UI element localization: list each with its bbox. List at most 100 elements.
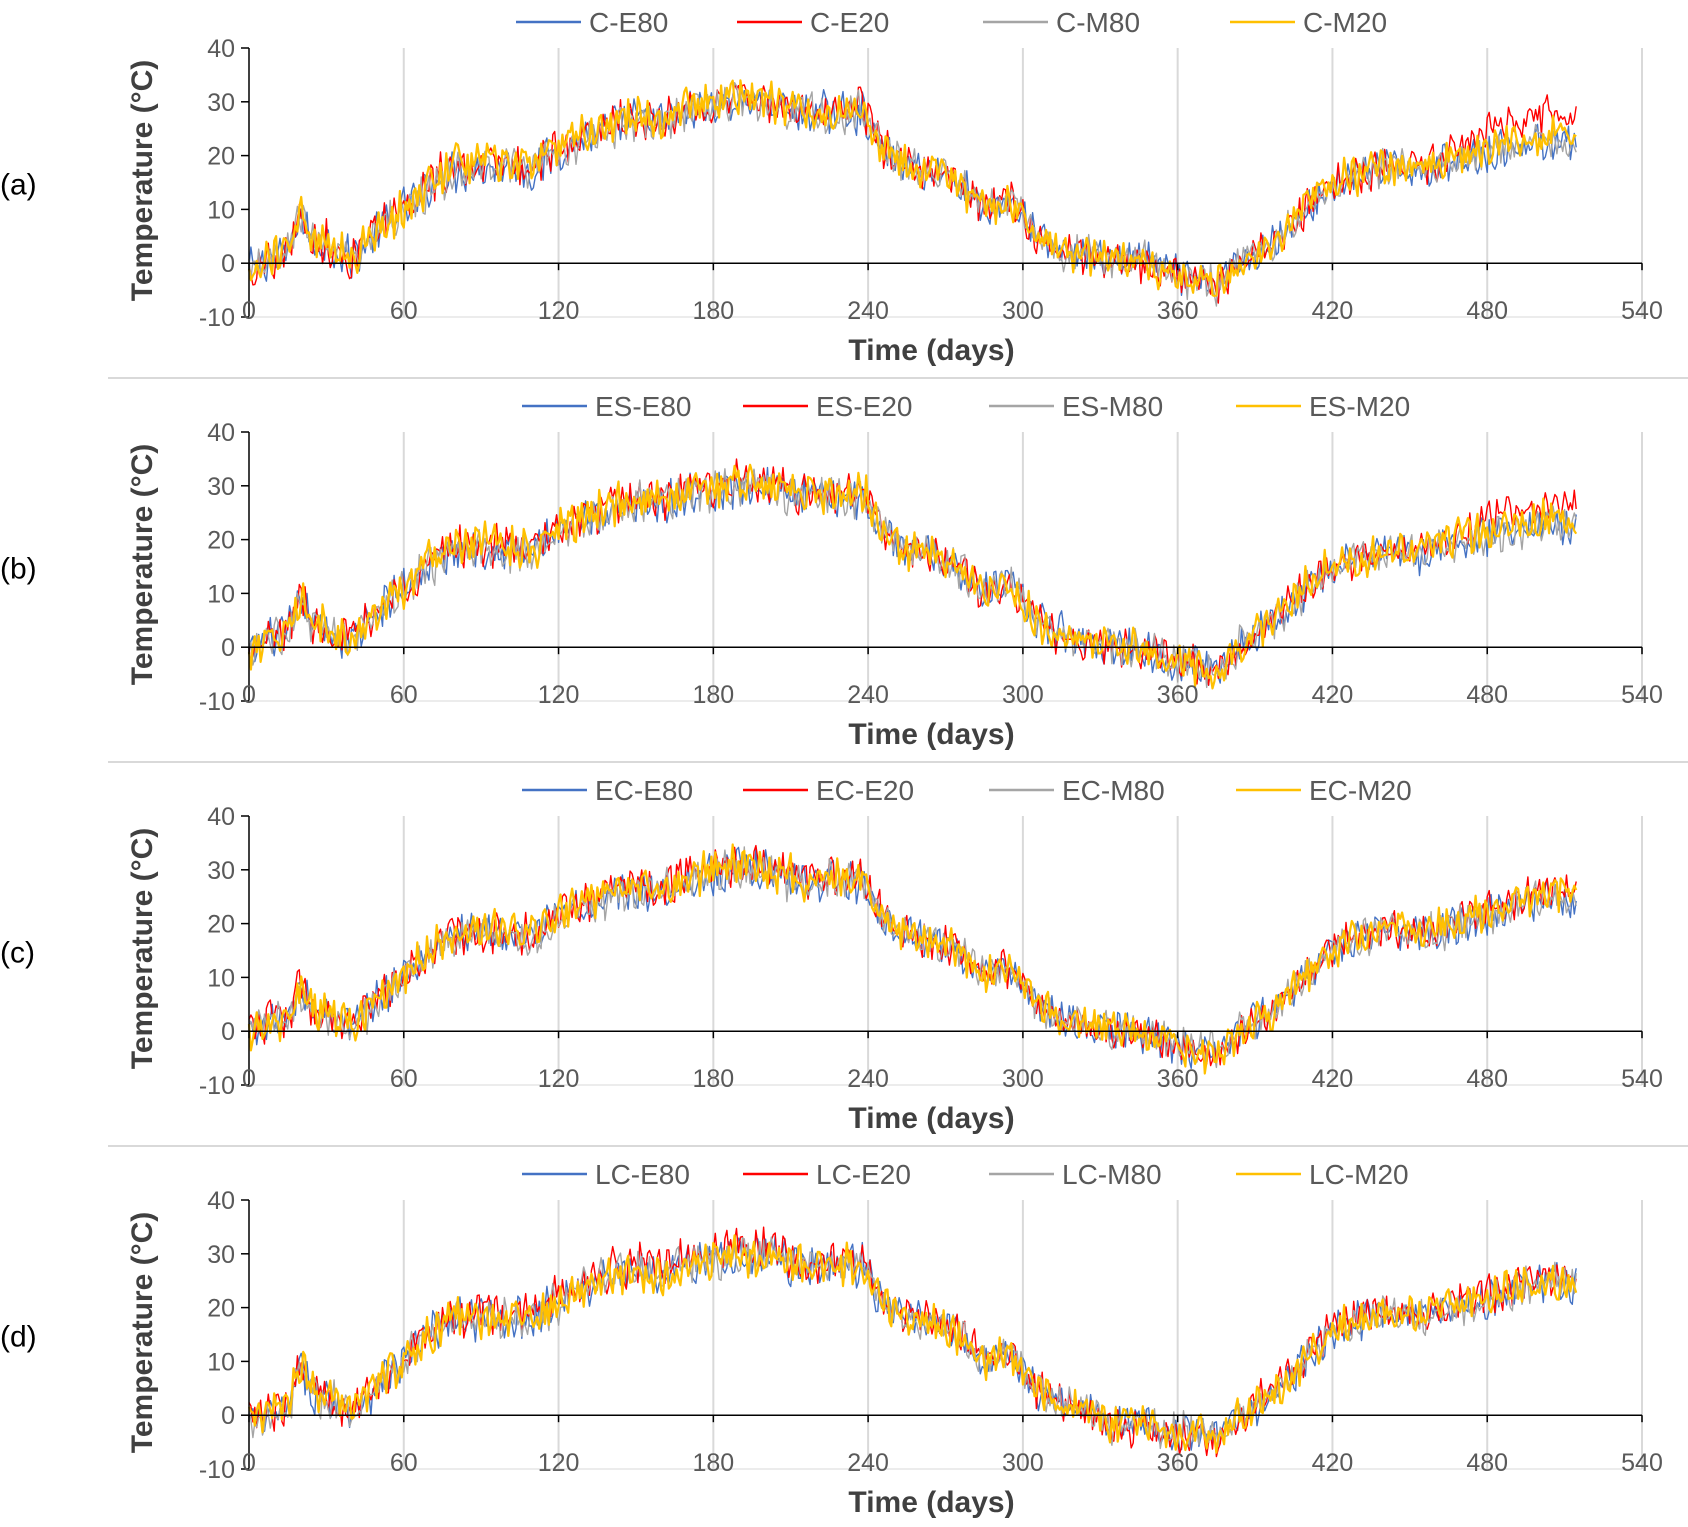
legend-entry: EC-E80 (595, 775, 693, 806)
y-tick-label: 40 (207, 1187, 235, 1215)
series-line-lc-m20 (247, 1234, 1578, 1454)
x-tick-label: 300 (1002, 1449, 1044, 1477)
y-tick-label: 30 (207, 857, 235, 885)
y-tick-label: 40 (207, 35, 235, 63)
panel-label: (c) (0, 937, 35, 970)
series-line-lc-e20 (248, 1226, 1577, 1458)
x-tick-label: 0 (242, 681, 256, 709)
x-tick-label: 540 (1621, 297, 1663, 325)
y-axis-title: Temperature (°C) (126, 1212, 159, 1453)
legend-entry: C-E80 (589, 7, 668, 38)
y-tick-label: 30 (207, 473, 235, 501)
series-line-lc-m80 (248, 1236, 1577, 1450)
x-axis-title: Time (days) (848, 334, 1014, 367)
series-line-es-e80 (248, 466, 1577, 686)
y-tick-label: 0 (221, 1018, 235, 1046)
x-tick-label: 420 (1312, 1449, 1354, 1477)
x-tick-label: 240 (847, 1065, 889, 1093)
x-tick-label: 0 (242, 1449, 256, 1477)
legend-entry: LC-M20 (1309, 1159, 1409, 1190)
x-tick-label: 480 (1466, 681, 1508, 709)
x-tick-label: 120 (538, 1065, 580, 1093)
legend-entry: ES-M80 (1062, 391, 1163, 422)
y-tick-label: -10 (199, 1072, 235, 1100)
y-tick-label: 20 (207, 911, 235, 939)
x-axis-title: Time (days) (848, 1102, 1014, 1135)
y-tick-label: 10 (207, 580, 235, 608)
series-line-es-m20 (247, 463, 1578, 690)
y-axis-title: Temperature (°C) (126, 828, 159, 1069)
y-tick-label: 10 (207, 1348, 235, 1376)
x-tick-label: 360 (1157, 297, 1199, 325)
series-line-c-e20 (248, 82, 1577, 304)
legend-entry: C-E20 (810, 7, 889, 38)
panel-label: (b) (0, 553, 37, 586)
y-tick-label: 40 (207, 803, 235, 831)
legend-entry: ES-E80 (595, 391, 692, 422)
y-tick-label: -10 (199, 1456, 235, 1484)
x-tick-label: 240 (847, 681, 889, 709)
x-tick-label: 120 (538, 681, 580, 709)
y-axis-title: Temperature (°C) (126, 444, 159, 685)
x-tick-label: 540 (1621, 1449, 1663, 1477)
x-tick-label: 240 (847, 297, 889, 325)
y-tick-label: -10 (199, 688, 235, 716)
legend-entry: LC-E80 (595, 1159, 690, 1190)
x-tick-label: 420 (1312, 1065, 1354, 1093)
x-tick-label: 180 (692, 1065, 734, 1093)
series-line-c-m20 (247, 79, 1577, 298)
series-line-lc-e80 (248, 1234, 1577, 1451)
legend-entry: ES-M20 (1309, 391, 1410, 422)
legend-entry: EC-M80 (1062, 775, 1165, 806)
series-line-ec-m80 (248, 846, 1577, 1069)
x-tick-label: 60 (390, 297, 418, 325)
x-tick-label: 360 (1157, 1449, 1199, 1477)
y-tick-label: 10 (207, 196, 235, 224)
x-tick-label: 420 (1312, 681, 1354, 709)
x-tick-label: 420 (1312, 297, 1354, 325)
y-tick-label: 0 (221, 250, 235, 278)
y-tick-label: 30 (207, 89, 235, 117)
y-tick-label: 20 (207, 1295, 235, 1323)
y-axis-title: Temperature (°C) (126, 60, 159, 301)
x-tick-label: 0 (242, 1065, 256, 1093)
x-tick-label: 300 (1002, 297, 1044, 325)
x-tick-label: 540 (1621, 1065, 1663, 1093)
y-tick-label: 30 (207, 1241, 235, 1269)
legend-entry: C-M20 (1303, 7, 1387, 38)
x-tick-label: 240 (847, 1449, 889, 1477)
panel-label: (a) (0, 169, 37, 202)
x-tick-label: 300 (1002, 1065, 1044, 1093)
series-line-es-e20 (248, 458, 1577, 686)
series-line-c-e80 (248, 88, 1577, 296)
y-tick-label: 40 (207, 419, 235, 447)
x-tick-label: 180 (692, 681, 734, 709)
legend-entry: C-M80 (1056, 7, 1140, 38)
y-tick-label: -10 (199, 304, 235, 332)
y-tick-label: 20 (207, 143, 235, 171)
series-line-c-m80 (248, 81, 1577, 307)
x-tick-label: 360 (1157, 1065, 1199, 1093)
legend-entry: ES-E20 (816, 391, 913, 422)
x-tick-label: 480 (1466, 1449, 1508, 1477)
y-tick-label: 10 (207, 964, 235, 992)
x-tick-label: 60 (390, 1065, 418, 1093)
y-tick-label: 0 (221, 1402, 235, 1430)
x-tick-label: 360 (1157, 681, 1199, 709)
x-tick-label: 60 (390, 1449, 418, 1477)
x-tick-label: 120 (538, 297, 580, 325)
legend-entry: LC-E20 (816, 1159, 911, 1190)
legend-entry: LC-M80 (1062, 1159, 1162, 1190)
series-line-ec-e20 (248, 844, 1577, 1067)
panel-label: (d) (0, 1321, 37, 1354)
series-line-ec-m20 (247, 843, 1578, 1075)
x-tick-label: 180 (692, 297, 734, 325)
y-tick-label: 20 (207, 527, 235, 555)
x-tick-label: 300 (1002, 681, 1044, 709)
series-line-es-m80 (248, 468, 1577, 689)
